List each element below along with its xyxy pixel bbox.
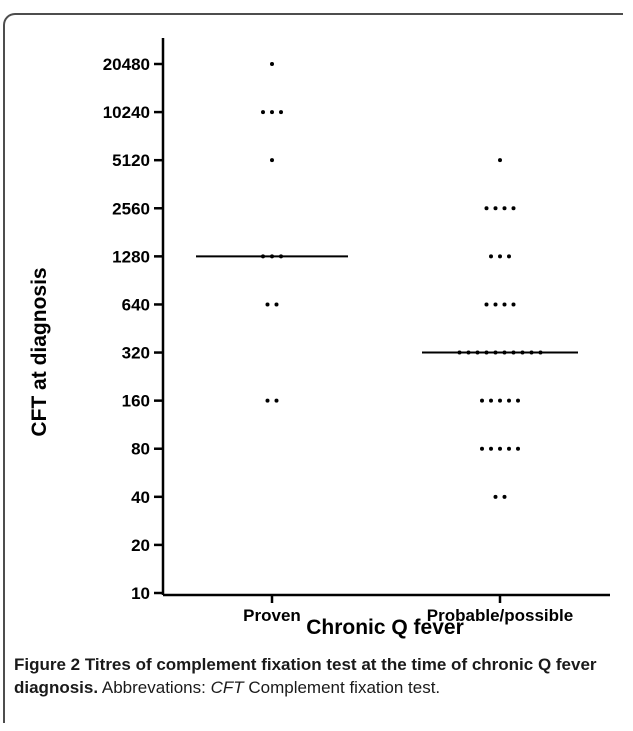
data-point	[502, 302, 507, 307]
data-point	[507, 398, 511, 403]
y-tick-label: 10240	[103, 103, 150, 122]
data-points	[261, 62, 543, 499]
y-tick-label: 320	[122, 344, 150, 363]
y-tick-label: 2560	[112, 199, 150, 218]
x-ticks: Proven Probable/possible	[243, 595, 573, 625]
data-point	[516, 398, 520, 403]
caption-label: Figure 2	[14, 655, 81, 674]
y-tick-label: 1280	[112, 247, 150, 266]
data-point	[484, 302, 489, 307]
data-point	[498, 398, 502, 403]
y-tick-label: 640	[122, 295, 150, 314]
caption-title: Titres of complement fixation test at th…	[14, 655, 597, 697]
data-point	[274, 302, 279, 307]
figure-frame	[3, 13, 623, 723]
data-point	[507, 446, 511, 451]
data-point	[489, 446, 493, 451]
data-point	[489, 254, 493, 259]
data-point	[489, 398, 493, 403]
data-point	[511, 206, 516, 211]
y-tick-label: 40	[131, 488, 150, 507]
data-point	[265, 398, 270, 403]
x-tick-label: Proven	[243, 606, 301, 625]
scatter-chart: 102040801603206401280256051201024020480 …	[28, 38, 610, 639]
data-point	[498, 446, 502, 451]
data-point	[480, 446, 484, 451]
data-point	[502, 206, 507, 211]
x-axis-label: Chronic Q fever	[306, 616, 464, 639]
caption-abbrev-prefix: Abbrevations:	[101, 678, 206, 697]
y-tick-label: 10	[131, 584, 150, 603]
axes	[161, 38, 610, 597]
data-point	[261, 110, 265, 115]
y-ticks: 10 20 40 80 160 320 640 1280 2560 5120 10240 20480	[103, 55, 163, 603]
data-point	[270, 158, 274, 163]
data-point	[493, 302, 498, 307]
data-point	[265, 302, 270, 307]
data-point	[484, 206, 489, 211]
caption-abbrev-def: Complement fixation test.	[248, 678, 441, 697]
y-tick-label: 160	[122, 392, 150, 411]
data-point	[498, 158, 502, 163]
data-point	[511, 302, 516, 307]
median-lines	[196, 255, 578, 354]
y-axis-label: CFT at diagnosis	[28, 267, 51, 436]
data-point	[493, 494, 498, 499]
y-tick-label: 5120	[112, 151, 150, 170]
data-point	[270, 110, 274, 115]
x-tick-label: Probable/possible	[427, 606, 573, 625]
data-point	[498, 254, 502, 259]
data-point	[516, 446, 520, 451]
data-point	[507, 254, 511, 259]
data-point	[480, 398, 484, 403]
figure-caption: Figure 2 Titres of complement fixation t…	[14, 653, 626, 699]
data-point	[274, 398, 279, 403]
caption-abbrev-term: CFT	[210, 678, 244, 697]
y-tick-label: 80	[131, 440, 150, 459]
data-point	[279, 110, 283, 115]
y-tick-label: 20	[131, 536, 150, 555]
data-point	[493, 206, 498, 211]
data-point	[270, 62, 274, 66]
y-tick-label: 20480	[103, 55, 150, 74]
data-point	[502, 494, 507, 499]
